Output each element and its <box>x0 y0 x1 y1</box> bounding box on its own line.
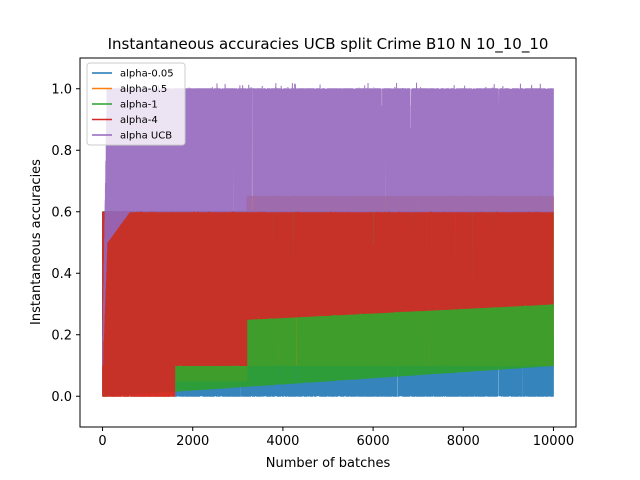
legend-box <box>86 62 186 146</box>
x-tick-label: 0 <box>98 434 106 449</box>
legend-item: alpha-0.5 <box>92 84 167 95</box>
legend-label: alpha-0.5 <box>120 84 167 95</box>
y-axis: 0.0 0.2 0.4 0.6 0.8 1.0 <box>51 82 80 405</box>
series-alpha-ucb <box>102 82 554 366</box>
x-tick-label: 2000 <box>176 434 209 449</box>
legend-label: alpha UCB <box>120 131 172 142</box>
legend-label: alpha-0.05 <box>120 69 174 80</box>
plot-area <box>102 82 554 397</box>
legend-label: alpha-4 <box>120 115 158 126</box>
x-tick-label: 6000 <box>357 434 390 449</box>
x-tick-label: 10000 <box>533 434 574 449</box>
legend-item: alpha-0.05 <box>92 69 174 80</box>
y-tick-label: 0.4 <box>51 267 72 282</box>
x-axis-label: Number of batches <box>266 456 391 471</box>
x-tick-label: 4000 <box>266 434 299 449</box>
legend: alpha-0.05 alpha-0.5 alpha-1 alpha-4 alpha U… <box>86 62 186 146</box>
y-tick-label: 0.0 <box>51 390 72 405</box>
y-axis-label: Instantaneous accuracies <box>29 159 44 325</box>
legend-item: alpha-1 <box>92 100 158 111</box>
legend-item: alpha UCB <box>92 131 172 142</box>
series-line <box>102 211 554 397</box>
series-alpha-4 <box>102 211 554 397</box>
y-tick-label: 0.8 <box>51 144 72 159</box>
y-tick-label: 0.2 <box>51 328 72 343</box>
legend-item: alpha-4 <box>92 115 158 126</box>
series-line <box>102 82 554 366</box>
legend-label: alpha-1 <box>120 100 158 111</box>
y-tick-label: 0.6 <box>51 205 72 220</box>
chart-title: Instantaneous accuracies UCB split Crime… <box>108 35 549 54</box>
y-tick-label: 1.0 <box>51 82 72 97</box>
x-tick-label: 8000 <box>447 434 480 449</box>
x-axis: 0 2000 4000 6000 8000 10000 <box>98 427 574 449</box>
axes-frame <box>79 57 577 428</box>
